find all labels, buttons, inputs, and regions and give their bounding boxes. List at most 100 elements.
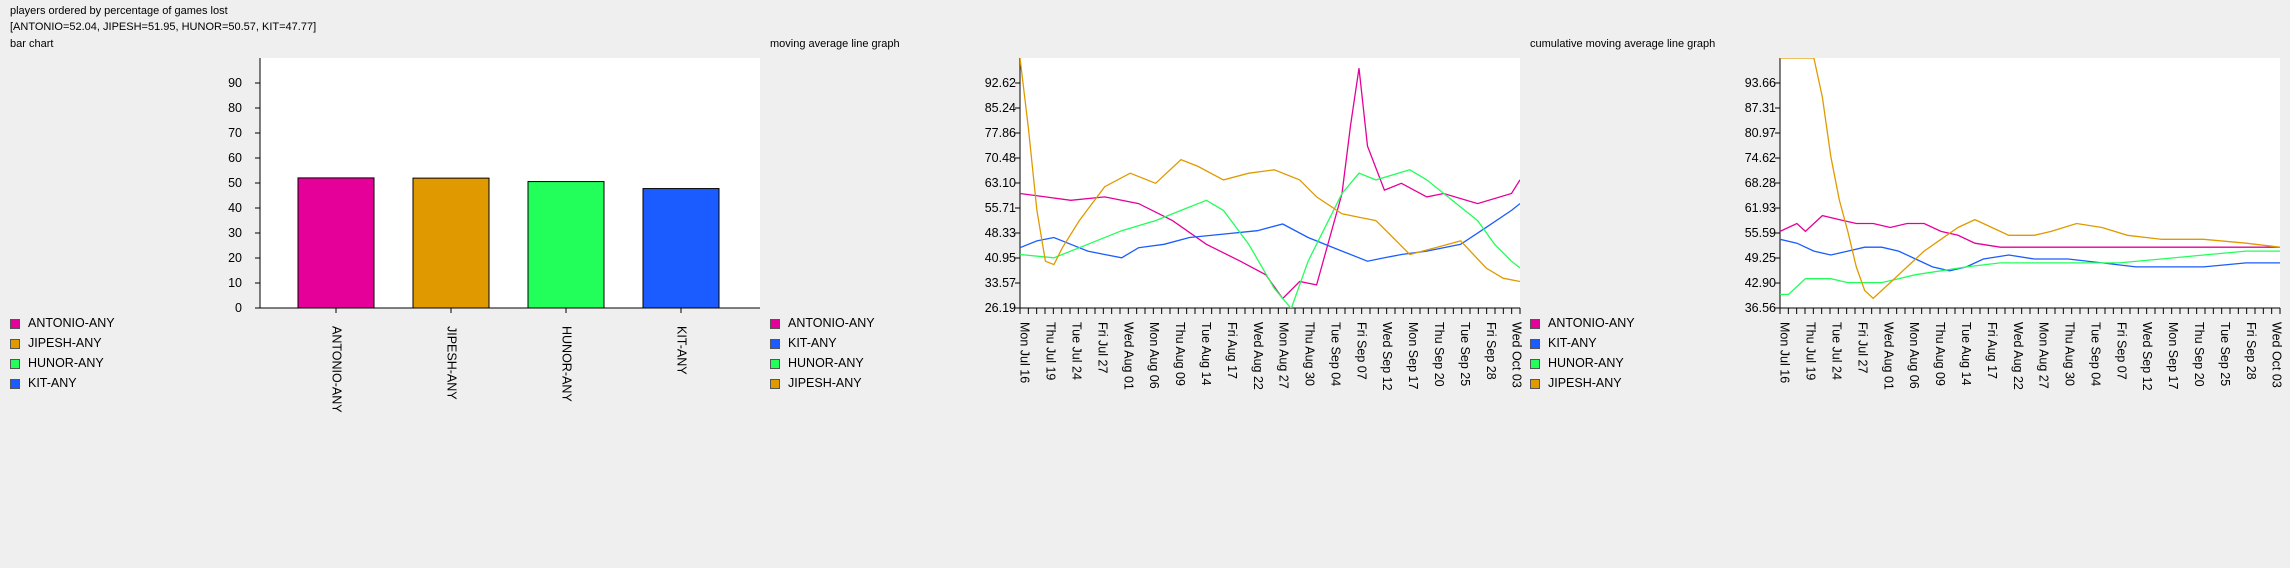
series-line [1020,169,1520,308]
y-tick-label: 74.62 [1745,151,1776,165]
x-tick-label: Fri Jul 27 [1095,322,1109,373]
legend-item: KIT-ANY [10,373,115,393]
y-tick-label: 49.25 [1745,251,1776,265]
y-tick-label: 55.59 [1745,226,1776,240]
header-title: players ordered by percentage of games l… [10,5,228,17]
legend-swatch [1530,378,1540,389]
x-tick-label: Thu Aug 09 [1933,322,1947,386]
legend-label: KIT-ANY [788,336,837,350]
x-tick-label: Fri Sep 28 [1484,322,1498,380]
x-tick-label: Wed Oct 03 [1510,322,1524,388]
x-tick-label: Thu Aug 09 [1173,322,1187,386]
x-tick-label: Tue Aug 14 [1959,322,1973,386]
y-tick-label: 70 [228,126,242,140]
x-tick-label: Tue Aug 14 [1199,322,1213,386]
y-tick-label: 70.48 [985,151,1016,165]
legend-label: ANTONIO-ANY [28,316,115,330]
y-tick-label: 26.19 [985,301,1016,315]
legend-swatch [770,318,780,329]
y-tick-label: 36.56 [1745,301,1776,315]
legend-swatch [1530,338,1540,349]
legend-item: HUNOR-ANY [1530,353,1635,373]
y-tick-label: 33.57 [985,276,1016,290]
y-tick-label: 48.33 [985,226,1016,240]
bar [527,181,605,309]
legend-swatch [10,338,20,349]
y-tick-label: 10 [228,276,242,290]
x-tick-label: Wed Aug 22 [2011,322,2025,390]
legend-label: HUNOR-ANY [788,356,864,370]
y-tick-label: 80.97 [1745,126,1776,140]
y-tick-label: 87.31 [1745,101,1776,115]
x-tick-label: Thu Sep 20 [2192,322,2206,387]
legend-item: HUNOR-ANY [10,353,115,373]
y-tick-label: 40 [228,201,242,215]
bar-chart-title: bar chart [10,38,54,50]
y-tick-label: 30 [228,226,242,240]
y-tick-label: 90 [228,76,242,90]
y-tick-label: 40.95 [985,251,1016,265]
x-tick-label: Thu Jul 19 [1804,322,1818,380]
x-tick-label: JIPESH-ANY [445,326,459,400]
legend-item: JIPESH-ANY [770,373,875,393]
series-line [1020,58,1520,283]
x-tick-label: Tue Jul 24 [1829,322,1843,380]
series-line [1780,214,2280,248]
y-tick-label: 50 [228,176,242,190]
legend-item: ANTONIO-ANY [770,313,875,333]
x-tick-label: Mon Aug 27 [2037,322,2051,389]
x-tick-label: Thu Aug 30 [1303,322,1317,386]
series-line [1020,68,1520,300]
x-tick-label: Tue Sep 04 [1328,322,1342,386]
x-tick-label: Mon Jul 16 [1778,322,1792,383]
legend-label: KIT-ANY [1548,336,1597,350]
bar [412,177,490,309]
y-tick-label: 61.93 [1745,201,1776,215]
x-tick-label: Mon Aug 06 [1907,322,1921,389]
x-tick-label: Fri Jul 27 [1855,322,1869,373]
y-tick-label: 20 [228,251,242,265]
x-tick-label: Wed Sep 12 [1380,322,1394,391]
legend-label: JIPESH-ANY [788,376,862,390]
x-tick-label: Wed Sep 12 [2140,322,2154,391]
x-tick-label: Fri Sep 07 [1354,322,1368,380]
legend-swatch [10,318,20,329]
cumulative-average-legend: ANTONIO-ANY KIT-ANY HUNOR-ANY JIPESH-ANY [1530,313,1635,393]
legend-label: JIPESH-ANY [1548,376,1622,390]
legend-item: KIT-ANY [770,333,875,353]
legend-swatch [10,378,20,389]
series-line [1780,250,2280,296]
x-tick-label: KIT-ANY [675,326,689,375]
legend-label: HUNOR-ANY [1548,356,1624,370]
x-tick-label: Tue Sep 25 [1458,322,1472,386]
y-tick-label: 68.28 [1745,176,1776,190]
x-tick-label: Thu Jul 19 [1044,322,1058,380]
x-tick-label: Mon Sep 17 [1406,322,1420,389]
legend-label: ANTONIO-ANY [1548,316,1635,330]
legend-swatch [770,378,780,389]
legend-label: KIT-ANY [28,376,77,390]
x-tick-label: Mon Aug 06 [1147,322,1161,389]
line-plot-area [1020,58,1520,308]
x-tick-label: Wed Aug 01 [1881,322,1895,390]
legend-swatch [10,358,20,369]
bar [642,188,720,309]
legend-swatch [1530,318,1540,329]
x-tick-label: Wed Aug 22 [1251,322,1265,390]
x-tick-label: Thu Sep 20 [1432,322,1446,387]
legend-item: ANTONIO-ANY [1530,313,1635,333]
x-tick-label: Mon Aug 27 [1277,322,1291,389]
x-tick-label: Fri Sep 28 [2244,322,2258,380]
legend-item: JIPESH-ANY [10,333,115,353]
legend-swatch [770,358,780,369]
series-line [1020,203,1520,262]
x-tick-label: Fri Sep 07 [2114,322,2128,380]
bar [297,177,375,309]
x-tick-label: Tue Sep 04 [2088,322,2102,386]
legend-label: ANTONIO-ANY [788,316,875,330]
y-tick-label: 0 [235,301,242,315]
legend-swatch [770,338,780,349]
y-tick-label: 85.24 [985,101,1016,115]
y-tick-label: 42.90 [1745,276,1776,290]
